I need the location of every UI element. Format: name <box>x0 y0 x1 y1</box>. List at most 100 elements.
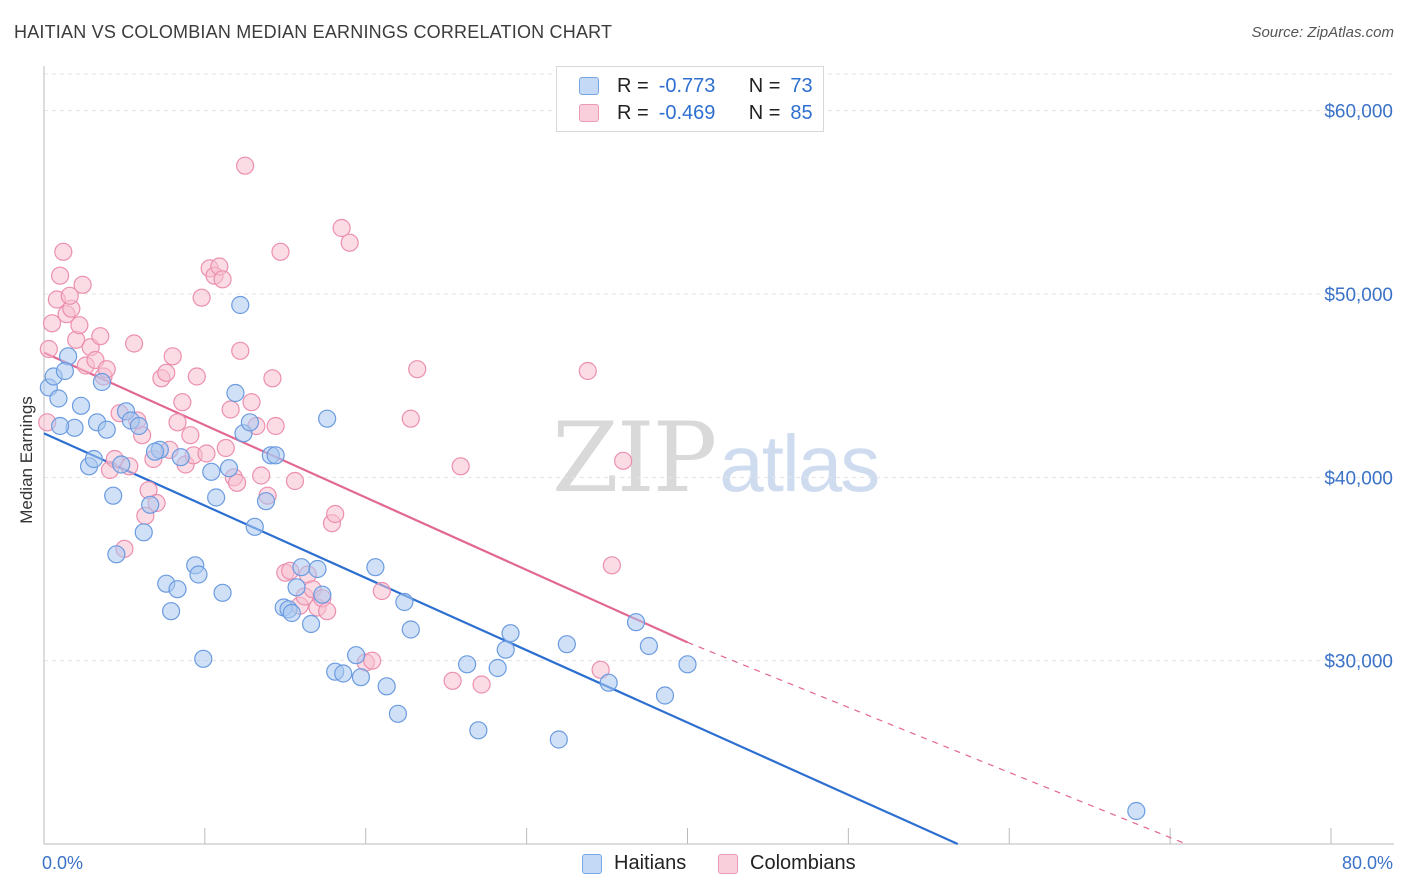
haitian-point <box>207 488 226 507</box>
haitian-point <box>202 462 221 481</box>
colombian-point <box>39 339 58 359</box>
watermark: ZIPatlas <box>552 402 880 514</box>
haitian-point <box>346 646 366 665</box>
colombian-point <box>187 367 206 386</box>
legend-item-haitians: Haitians <box>582 852 686 875</box>
haitian-point <box>678 655 697 674</box>
haitian-point <box>488 658 507 678</box>
colombian-point <box>602 556 621 575</box>
colombian-point <box>173 393 192 412</box>
x-tick-label-max: 80.0% <box>1342 853 1393 873</box>
haitian-point <box>59 347 78 366</box>
haitian-point <box>313 585 332 604</box>
colombian-point <box>213 270 232 289</box>
colombian-point <box>472 675 491 694</box>
haitian-point <box>301 614 321 634</box>
haitian-point <box>49 389 68 408</box>
haitian-point <box>97 420 116 439</box>
colombian-point <box>124 334 144 353</box>
colombian-point <box>340 233 359 252</box>
colombians-trend-extension <box>687 641 1187 845</box>
haitians-n-value: 73 <box>790 74 813 97</box>
haitians-r-label: R = <box>617 74 649 97</box>
haitian-point <box>318 409 337 428</box>
haitian-point <box>55 361 75 381</box>
haitian-point <box>401 620 420 639</box>
haitian-point <box>334 664 353 683</box>
haitian-point <box>231 295 250 315</box>
haitian-point <box>626 613 646 632</box>
haitian-point <box>377 677 396 696</box>
haitian-point <box>104 486 123 505</box>
haitian-point <box>107 545 126 564</box>
trend-lines <box>43 351 1187 846</box>
haitian-point <box>282 603 301 623</box>
haitian-point <box>129 416 149 436</box>
colombian-point <box>285 471 305 491</box>
legend-item-colombians: Colombians <box>718 852 856 875</box>
haitian-point <box>50 416 70 436</box>
haitian-point <box>226 383 245 403</box>
axes <box>43 66 1394 845</box>
haitian-point <box>351 668 371 687</box>
colombian-point <box>271 242 290 261</box>
haitian-point <box>287 578 306 597</box>
watermark-atlas: atlas <box>719 419 880 508</box>
colombian-point <box>50 266 70 285</box>
y-tick-label: $40,000 <box>1324 468 1393 489</box>
haitian-point <box>599 673 618 692</box>
haitians-trend-line <box>43 432 959 846</box>
haitian-point <box>161 602 181 621</box>
watermark-zip: ZIP <box>552 402 717 514</box>
haitian-point <box>639 636 658 656</box>
colombian-point <box>252 466 271 485</box>
colombian-point <box>591 660 610 679</box>
colombian-point <box>73 275 92 294</box>
colombian-point <box>221 400 240 419</box>
y-tick-label: $60,000 <box>1324 102 1393 123</box>
colombian-point <box>266 416 285 436</box>
haitian-point <box>395 592 414 612</box>
colombian-point <box>70 316 89 335</box>
haitian-point <box>308 559 327 579</box>
colombian-point <box>401 409 420 428</box>
colombian-point <box>363 651 382 670</box>
colombian-point <box>197 444 216 463</box>
colombians-n-value: 85 <box>790 101 813 124</box>
colombian-point <box>242 393 261 412</box>
colombian-point <box>227 473 247 492</box>
haitian-point <box>219 459 239 478</box>
haitian-point <box>84 449 103 469</box>
colombian-point <box>168 413 187 432</box>
legend-row-colombians: R = -0.469 N = 85 <box>579 100 813 126</box>
colombian-point <box>157 363 176 382</box>
colombian-point <box>443 671 462 690</box>
colombian-point <box>216 438 235 458</box>
haitian-point <box>134 523 153 542</box>
haitian-point <box>388 704 408 723</box>
y-tick-label: $50,000 <box>1324 285 1393 306</box>
y-tick-label: $30,000 <box>1324 652 1393 673</box>
haitian-point <box>458 655 477 674</box>
haitian-point <box>501 624 520 643</box>
haitian-point <box>194 649 213 668</box>
haitian-point <box>168 580 187 599</box>
haitian-point <box>496 640 515 659</box>
legend-haitians-label: Haitians <box>614 852 687 874</box>
haitian-point <box>655 686 675 705</box>
haitian-point <box>366 558 385 577</box>
x-tick-label-min: 0.0% <box>42 853 83 873</box>
colombian-point <box>263 369 282 388</box>
data-points <box>38 156 1146 821</box>
colombian-point <box>54 242 73 261</box>
haitian-point <box>145 442 165 461</box>
haitian-point <box>1127 801 1146 821</box>
haitians-r-value: -0.773 <box>658 74 716 97</box>
colombian-point <box>372 581 391 601</box>
colombian-point <box>578 361 597 381</box>
correlation-legend: R = -0.773 N = 73 R = -0.469 N = 85 <box>556 66 824 132</box>
colombian-point <box>451 457 470 476</box>
haitian-point <box>141 495 160 514</box>
haitian-point <box>189 565 208 584</box>
